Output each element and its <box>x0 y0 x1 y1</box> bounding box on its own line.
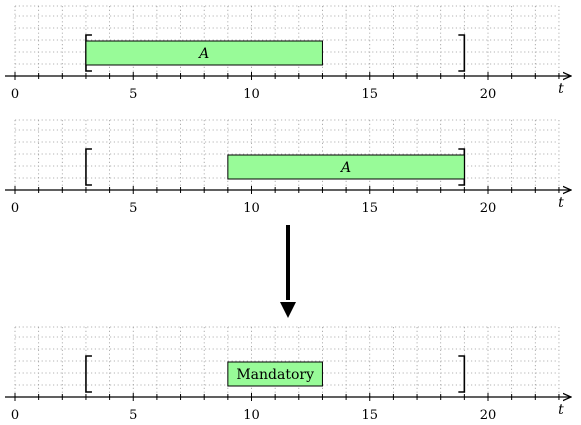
tick-label: 15 <box>361 408 378 423</box>
tick-label: 10 <box>243 408 260 423</box>
axis-label: t <box>558 81 564 97</box>
window-start-bracket <box>85 355 92 393</box>
tick-label: 20 <box>480 87 497 102</box>
window-end-bracket <box>458 355 466 393</box>
tick-label: 0 <box>11 408 19 423</box>
task-box <box>227 361 323 387</box>
tick-label: 20 <box>480 201 497 216</box>
task-box-label: Mandatory <box>236 367 314 383</box>
tick-label: 5 <box>129 87 137 102</box>
tick-label: 20 <box>480 408 497 423</box>
task-box <box>227 154 465 180</box>
window-end-bracket <box>458 34 466 72</box>
axis-label: t <box>558 195 564 211</box>
timeline-panel-1: 0 5 10 15 20 t A <box>5 5 571 102</box>
tick-label: 0 <box>11 201 19 216</box>
tick-label: 10 <box>243 87 260 102</box>
timeline-panel-3: 0 5 10 15 20 t Mandatory <box>5 326 571 423</box>
tick-label: 15 <box>361 201 378 216</box>
arrow-head <box>280 302 296 318</box>
axis-label: t <box>558 402 564 418</box>
panels: 0 5 10 15 20 t A 0 5 10 15 20 t A 0 5 10 15 20 t Mandatory <box>5 5 571 423</box>
task-box <box>85 40 323 66</box>
window-start-bracket <box>85 148 92 186</box>
transition-arrow <box>280 225 296 318</box>
tick-label: 0 <box>11 87 19 102</box>
task-box-label: A <box>339 160 351 176</box>
tick-label: 5 <box>129 408 137 423</box>
tick-label: 5 <box>129 201 137 216</box>
grid <box>14 326 560 397</box>
tick-label: 10 <box>243 201 260 216</box>
task-box-label: A <box>197 46 209 62</box>
tick-label: 15 <box>361 87 378 102</box>
timeline-panel-2: 0 5 10 15 20 t A <box>5 119 571 216</box>
